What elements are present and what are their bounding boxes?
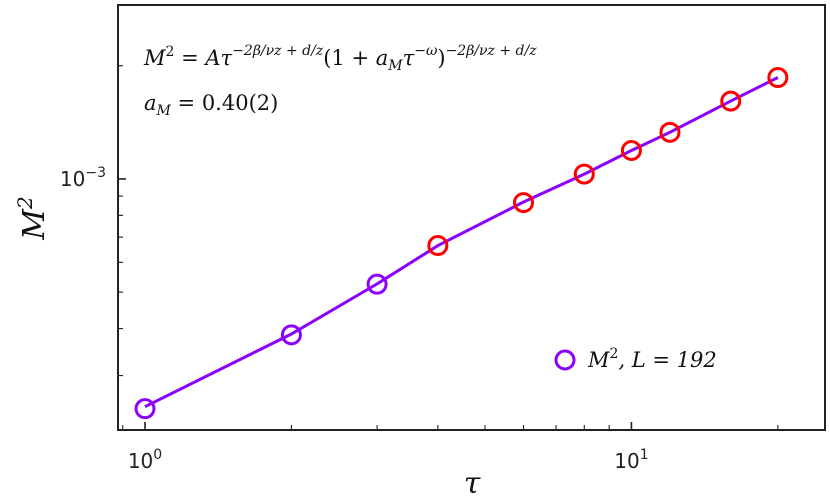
y-axis-label: M2 [13,196,52,240]
data-point [767,67,789,89]
x-tick-label: 100 [128,447,162,473]
legend-marker [554,349,576,371]
data-point [659,121,681,143]
x-tick-label: 101 [614,447,648,473]
fit-result-annotation: aM = 0.40(2) [144,91,278,119]
data-point [720,90,742,112]
x-axis-label: τ [464,466,481,501]
data-point [427,235,449,257]
data-point [280,324,302,346]
formula-annotation: M2 = Aτ−2β/νz + d/z(1 + aMτ−ω)−2β/νz + d… [143,43,537,74]
y-tick-label: 10−3 [60,165,106,191]
data-point [366,273,388,295]
data-points [134,67,789,420]
legend: M2, L = 192 [554,346,717,372]
plot-frame [117,4,826,431]
legend-label: M2, L = 192 [587,346,717,372]
fit-line-group [144,76,779,409]
data-point [573,163,595,185]
axis-ticks: 100 101 10−3 [60,65,779,473]
data-point [620,140,642,162]
data-point [134,398,156,420]
fit-line [144,76,779,409]
data-point [513,192,535,214]
